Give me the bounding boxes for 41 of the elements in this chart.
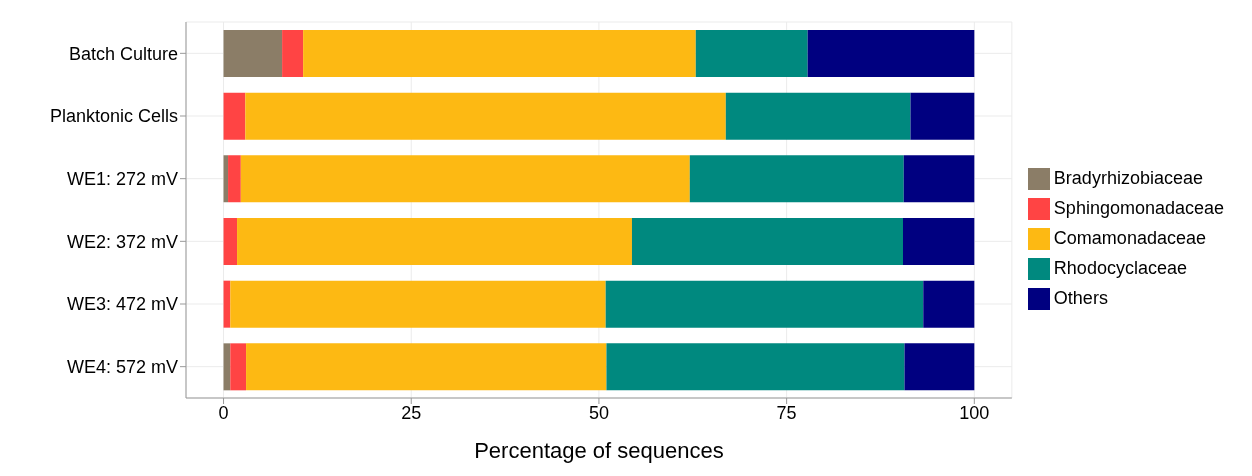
legend-label: Others [1053,288,1108,308]
y-tick-label: Batch Culture [68,43,178,64]
bar [725,92,911,140]
bar [903,155,975,203]
bar [904,343,975,391]
legend-label: Rhodocyclaceae [1053,258,1187,278]
bar [230,280,606,328]
x-tick-label: 50 [588,402,609,423]
bar [807,30,975,77]
bar [695,30,808,77]
bar [282,30,304,77]
x-axis-title: Percentage of sequences [474,438,724,463]
bar [605,280,924,328]
bar [923,280,975,328]
bar [240,155,690,203]
bar [606,343,905,391]
bar [223,218,238,265]
bar [245,92,726,140]
bar [903,218,975,265]
bar [631,218,903,265]
bar [230,343,247,391]
bar [303,30,696,77]
y-tick-label: WE2: 372 mV [66,231,178,252]
x-tick-label: 100 [959,402,990,423]
x-tick-label: 25 [401,402,422,423]
bar [246,343,607,391]
x-tick-label: 75 [776,402,797,423]
y-tick-label: WE4: 572 mV [66,357,178,378]
bar [223,92,246,140]
legend-label: Comamonadaceae [1053,228,1206,248]
legend-label: Sphingomonadaceae [1053,198,1224,218]
y-tick-label: WE1: 272 mV [66,169,178,190]
bar [228,155,241,203]
x-tick-label: 0 [218,402,229,423]
bar [223,30,283,77]
legend-label: Bradyrhizobiaceae [1053,168,1203,188]
y-tick-label: WE3: 472 mV [66,294,178,315]
bar [237,218,632,265]
bar [910,92,975,140]
bar [689,155,904,203]
y-tick-label: Planktonic Cells [49,106,178,127]
